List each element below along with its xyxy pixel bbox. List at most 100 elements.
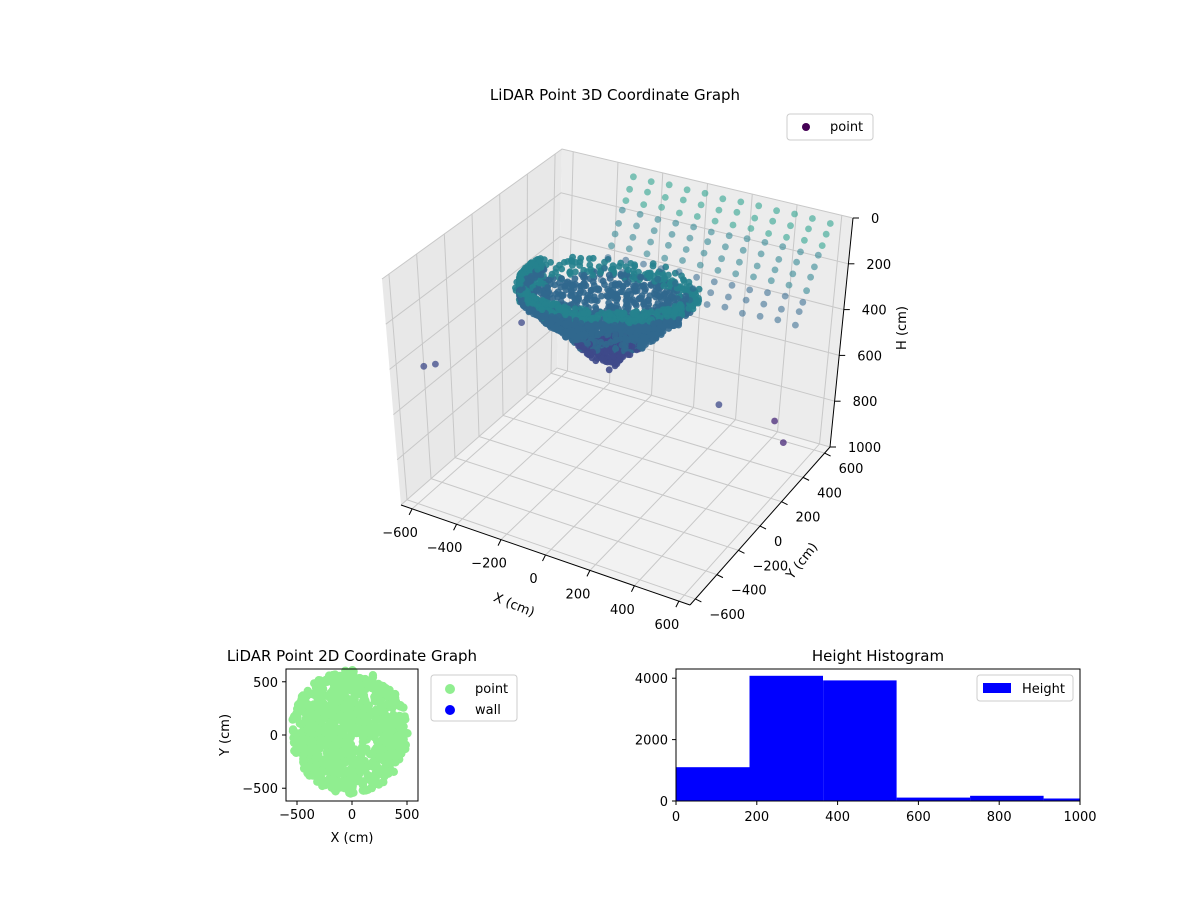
y-tick-mark — [824, 452, 831, 457]
point-3d — [685, 278, 693, 286]
chart-2d-legend-label-point: point — [475, 682, 508, 697]
point-2d — [299, 735, 309, 744]
point-3d — [522, 290, 530, 297]
point-3d — [601, 265, 608, 272]
point-3d — [615, 280, 623, 288]
y-tick-mark — [781, 501, 788, 506]
point-3d — [640, 260, 647, 268]
point-2d — [373, 681, 382, 691]
point-3d — [647, 238, 654, 246]
point-3d — [631, 317, 639, 325]
point-3d — [707, 228, 715, 236]
point-3d — [682, 246, 690, 253]
point-2d — [319, 726, 328, 735]
point-3d — [793, 258, 800, 266]
point-3d — [801, 236, 808, 244]
point-3d — [630, 309, 638, 316]
point-3d — [665, 181, 673, 189]
point-3d — [616, 352, 623, 360]
point-3d — [636, 210, 644, 218]
point-3d — [792, 321, 799, 329]
point-3d — [755, 202, 763, 210]
x-tick-label: 200 — [566, 587, 591, 602]
point-3d — [527, 305, 535, 312]
point-3d — [704, 238, 712, 246]
point-2d — [399, 703, 408, 712]
point-3d — [675, 268, 683, 275]
point-2d — [344, 678, 354, 687]
point-3d — [624, 278, 632, 286]
point-3d — [518, 319, 525, 326]
point-3d — [607, 358, 614, 366]
point-3d — [686, 296, 693, 304]
point-3d — [584, 340, 591, 347]
histogram-bar — [970, 795, 1044, 801]
point-3d — [809, 215, 816, 222]
point-2d — [307, 728, 316, 737]
point-3d — [532, 287, 540, 295]
point-3d — [764, 289, 771, 297]
point-3d — [653, 331, 661, 339]
x-tick-mark — [675, 600, 680, 608]
point-3d — [589, 314, 596, 322]
histogram-bar — [823, 680, 897, 801]
chart-3d-ticks: −600 −400 −200 0 200 400 600 −600 −400 −200 0 200 40… — [382, 212, 891, 633]
point-2d — [324, 750, 334, 759]
point-3d — [559, 329, 567, 337]
point-3d — [654, 216, 662, 223]
chart-3d-legend-box — [786, 113, 874, 141]
point-3d — [576, 258, 584, 266]
point-2d — [293, 700, 303, 709]
chart-3d-legend-label: point — [830, 120, 863, 135]
point-2d — [382, 711, 391, 720]
point-3d — [598, 355, 606, 362]
point-2d — [391, 758, 400, 767]
point-2d — [344, 785, 353, 794]
point-3d — [603, 348, 611, 356]
point-3d — [605, 366, 613, 374]
pane-back-wall — [557, 149, 853, 447]
point-2d — [346, 770, 356, 779]
point-3d — [518, 276, 525, 284]
point-3d — [564, 258, 572, 265]
grid-line-h — [385, 192, 849, 325]
chart-3d-title: LiDAR Point 3D Coordinate Graph — [490, 86, 740, 104]
point-3d — [640, 201, 648, 209]
point-3d — [572, 268, 579, 276]
point-3d — [592, 303, 599, 311]
point-3d — [769, 217, 777, 225]
point-3d — [661, 194, 669, 201]
point-3d — [608, 242, 615, 250]
point-3d — [597, 276, 605, 284]
point-3d — [690, 223, 697, 231]
point-2d — [341, 670, 350, 679]
point-3d — [725, 293, 732, 301]
point-3d — [639, 283, 647, 290]
point-2d — [370, 730, 379, 739]
point-2d — [289, 738, 299, 747]
point-3d — [633, 222, 640, 230]
z-axis-line — [829, 217, 854, 448]
point-3d — [683, 186, 691, 194]
point-2d — [382, 690, 391, 699]
point-3d — [524, 297, 532, 304]
point-3d — [611, 321, 619, 329]
point-3d — [661, 254, 669, 262]
y-tick-mark — [759, 525, 767, 530]
y-tick-label: −200 — [752, 559, 788, 574]
point-3d — [562, 307, 569, 315]
point-3d — [645, 272, 653, 280]
point-3d — [626, 316, 634, 324]
x-tick-label: −600 — [382, 526, 418, 541]
point-3d — [714, 267, 722, 274]
x-tick-label-hist: 400 — [825, 810, 850, 825]
point-3d — [432, 360, 439, 368]
point-3d — [617, 259, 625, 267]
y-tick-mark — [738, 549, 745, 554]
point-2d — [338, 717, 348, 726]
point-3d — [656, 293, 664, 301]
histogram-legend-label: Height — [1022, 682, 1065, 697]
chart-3d-legend-marker — [802, 123, 810, 131]
y-tick-mark — [695, 598, 702, 603]
